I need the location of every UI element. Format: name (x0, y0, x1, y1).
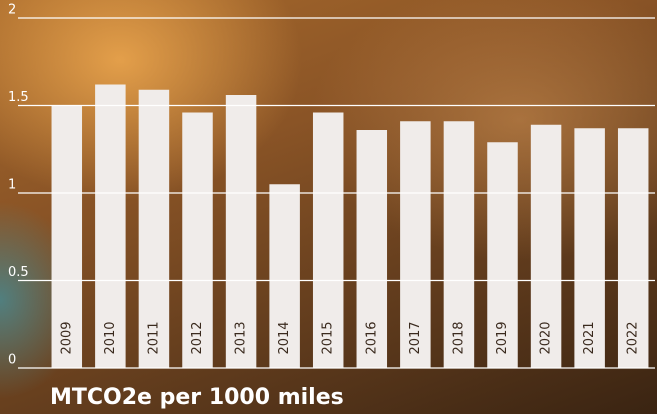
x-tick-label: 2022 (626, 321, 641, 354)
bar (530, 124, 562, 368)
bar (95, 84, 126, 368)
bar (312, 112, 344, 368)
y-tick-label: 1 (8, 178, 16, 193)
x-tick-label: 2013 (234, 321, 249, 354)
x-tick-label: 2010 (103, 321, 118, 354)
bar (182, 112, 213, 368)
x-tick-label: 2020 (539, 321, 554, 354)
bar (269, 184, 300, 368)
y-tick-label: 1.5 (8, 90, 29, 105)
bar (617, 128, 649, 368)
bar (138, 89, 170, 368)
x-tick-label: 2019 (495, 321, 510, 354)
x-tick-label: 2015 (321, 321, 336, 354)
x-tick-label: 2017 (408, 321, 423, 354)
x-tick-label: 2011 (146, 321, 161, 354)
x-tick-label: 2021 (582, 321, 597, 354)
x-tick-label: 2014 (277, 321, 292, 354)
chart-title: MTCO2e per 1000 miles (50, 385, 344, 410)
x-tick-label: 2016 (364, 321, 379, 354)
x-tick-label: 2018 (451, 321, 466, 354)
x-tick-label: 2009 (59, 321, 74, 354)
bar (225, 95, 257, 368)
bar (487, 142, 518, 368)
y-tick-label: 0.5 (8, 265, 29, 280)
bar (51, 105, 83, 368)
bar (574, 128, 605, 368)
bar (443, 121, 475, 368)
bar (400, 121, 431, 368)
y-tick-label: 2 (8, 3, 16, 18)
x-tick-label: 2012 (190, 321, 205, 354)
y-tick-label: 0 (8, 353, 16, 368)
bar (356, 130, 388, 368)
